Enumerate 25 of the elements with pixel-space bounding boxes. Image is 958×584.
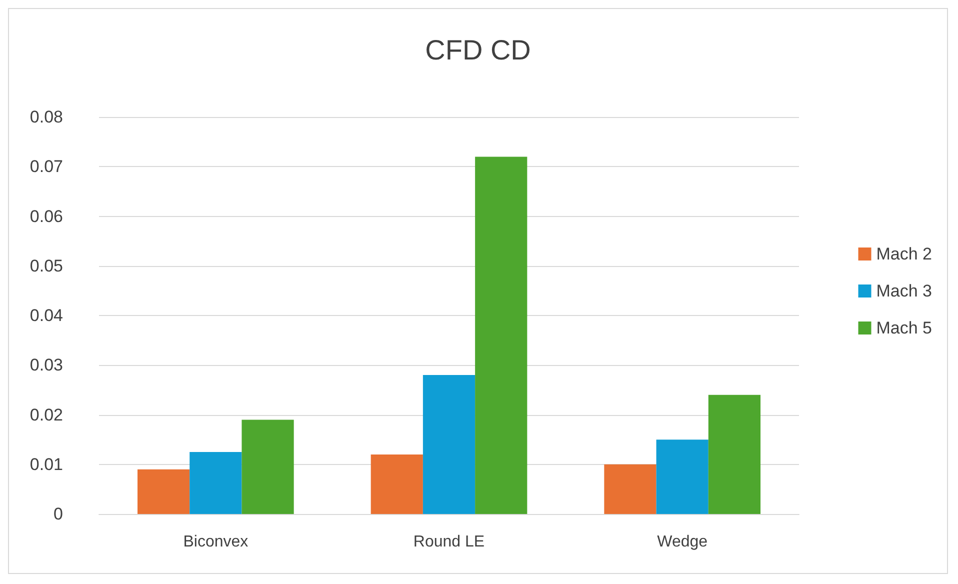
bar <box>656 440 708 514</box>
bar <box>138 469 190 514</box>
bar <box>475 156 528 514</box>
bar <box>242 420 294 514</box>
bar <box>422 375 476 514</box>
y-tick-label: 0.06 <box>30 206 63 226</box>
y-tick-label: 0.03 <box>30 356 63 375</box>
y-tick-label: 0.05 <box>30 256 63 276</box>
bar <box>708 394 760 514</box>
legend-label: Mach 5 <box>876 318 932 338</box>
y-tick-label: 0.08 <box>30 108 63 126</box>
x-tick-label: Round LE <box>413 534 485 550</box>
x-tick-label: Wedge <box>657 534 708 550</box>
y-tick-label: 0.01 <box>30 454 63 474</box>
legend-label: Mach 2 <box>876 244 932 264</box>
bar <box>370 454 423 514</box>
y-tick-label: 0 <box>54 504 63 524</box>
bar <box>190 452 242 514</box>
y-tick-label: 0.02 <box>30 405 63 424</box>
chart-title: CFD CD <box>425 34 531 66</box>
legend-label: Mach 3 <box>876 282 932 300</box>
y-tick-label: 0.04 <box>30 306 63 325</box>
bar <box>604 464 656 514</box>
y-tick-label: 0.07 <box>30 157 63 176</box>
x-tick-label: Biconvex <box>183 534 248 550</box>
